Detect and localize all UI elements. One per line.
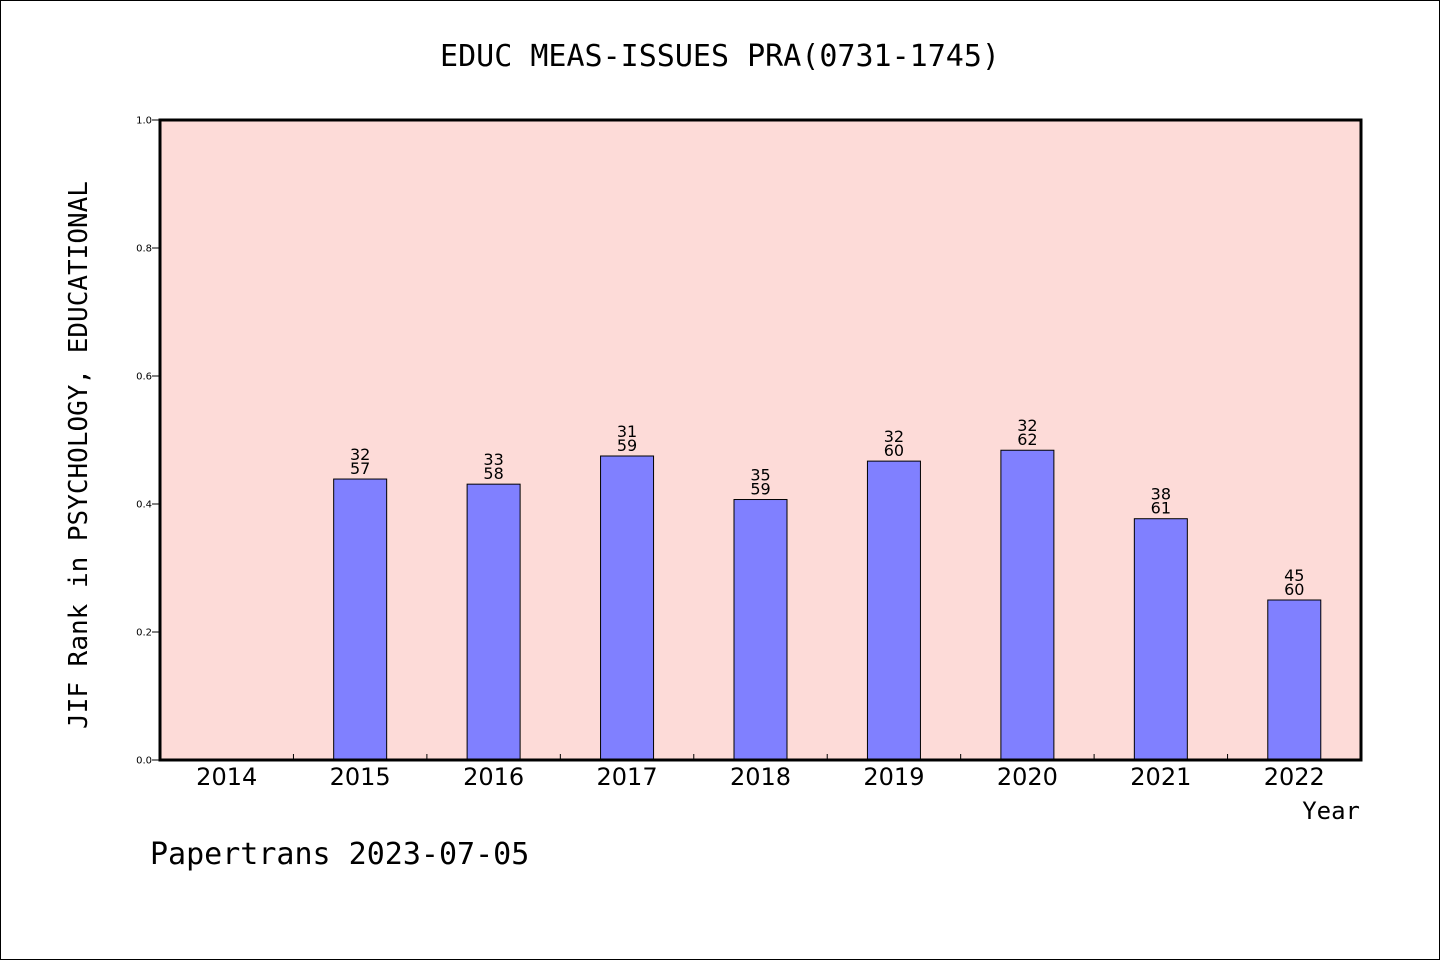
bar-label-rank: 35 bbox=[750, 466, 770, 485]
chart-title: EDUC MEAS-ISSUES PRA(0731-1745) bbox=[440, 39, 1000, 74]
bar-label-total: 61 bbox=[1151, 499, 1171, 518]
bar-label-rank: 32 bbox=[350, 445, 370, 464]
bar-label-rank: 33 bbox=[483, 450, 503, 469]
bar bbox=[1000, 449, 1055, 761]
bar bbox=[600, 455, 655, 761]
y-tick-label: 0.4 bbox=[136, 500, 152, 511]
x-tick-label: 2017 bbox=[597, 763, 658, 791]
bar bbox=[333, 478, 388, 761]
x-axis-ticks: 2014 2015 2016 2017 2018 2019 2020 2021 2022 bbox=[196, 754, 1325, 791]
bar bbox=[1133, 518, 1188, 761]
y-tick-label: 0.0 bbox=[136, 756, 152, 767]
bar-label-total: 60 bbox=[884, 441, 904, 460]
bar bbox=[466, 483, 521, 761]
y-tick-label: 0.2 bbox=[136, 628, 152, 639]
y-tick-label: 1.0 bbox=[136, 116, 152, 127]
bar-label-total: 60 bbox=[1284, 580, 1304, 599]
bar-label-total: 57 bbox=[350, 459, 370, 478]
bar-label-rank: 32 bbox=[1017, 416, 1037, 435]
y-axis-ticks: 0.0 0.2 0.4 0.6 0.8 1.0 bbox=[136, 116, 160, 767]
x-tick-label: 2015 bbox=[330, 763, 391, 791]
x-tick-label: 2021 bbox=[1130, 763, 1191, 791]
bar-label-total: 59 bbox=[750, 480, 770, 499]
x-tick-label: 2019 bbox=[863, 763, 924, 791]
x-tick-label: 2020 bbox=[997, 763, 1058, 791]
bar bbox=[733, 499, 788, 761]
plot-border bbox=[158, 118, 1363, 762]
x-tick-label: 2014 bbox=[196, 763, 257, 791]
bar-label-total: 58 bbox=[483, 464, 503, 483]
x-tick-label: 2016 bbox=[463, 763, 524, 791]
x-axis-label: Year bbox=[1302, 797, 1360, 825]
bar-label-rank: 38 bbox=[1151, 485, 1171, 504]
y-tick-label: 0.8 bbox=[136, 244, 152, 255]
bar-label-rank: 45 bbox=[1284, 566, 1304, 585]
bars-layer bbox=[333, 449, 1322, 761]
x-tick-label: 2018 bbox=[730, 763, 791, 791]
footer-watermark: Papertrans 2023-07-05 bbox=[150, 837, 529, 872]
bar bbox=[866, 460, 921, 761]
y-tick-label: 0.6 bbox=[136, 372, 152, 383]
y-axis-label: JIF Rank in PSYCHOLOGY, EDUCATIONAL bbox=[64, 181, 94, 729]
bar bbox=[1267, 599, 1322, 761]
bar-label-rank: 31 bbox=[617, 422, 637, 441]
bar-label-rank: 32 bbox=[884, 427, 904, 446]
x-tick-label: 2022 bbox=[1264, 763, 1325, 791]
bar-label-total: 59 bbox=[617, 436, 637, 455]
bar-label-total: 62 bbox=[1017, 430, 1037, 449]
